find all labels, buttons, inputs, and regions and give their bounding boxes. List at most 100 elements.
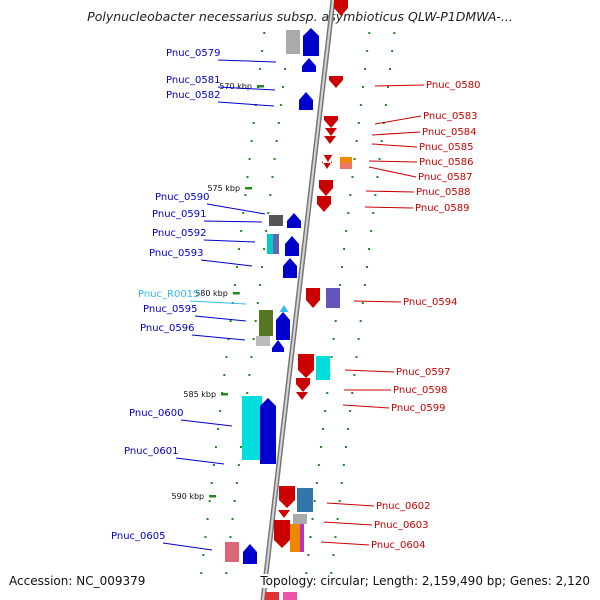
gene-annotation-bar	[265, 592, 279, 600]
guide-dot	[365, 266, 368, 268]
gene-annotation-bar	[293, 514, 307, 524]
leader-line	[364, 206, 414, 209]
gene-label-pnuc_0600: Pnuc_0600	[129, 408, 183, 419]
leader-line	[189, 300, 247, 305]
guide-dot	[233, 500, 236, 502]
guide-dot	[363, 284, 366, 286]
guide-dot	[206, 518, 209, 520]
kbp-tick	[232, 292, 240, 295]
reverse-gene-arrow	[329, 76, 343, 88]
guide-dot	[309, 536, 312, 538]
leader-line	[342, 404, 390, 409]
kbp-tick	[256, 85, 264, 88]
gene-label-pnuc_0586: Pnuc_0586	[419, 157, 473, 168]
reverse-gene-arrow	[334, 0, 348, 16]
gene-features	[225, 0, 352, 600]
leader-line	[368, 160, 418, 163]
guide-dot	[322, 428, 325, 430]
guide-dot	[353, 158, 356, 160]
leader-line	[162, 542, 213, 551]
guide-dot	[391, 50, 394, 52]
reverse-gene-arrow	[274, 520, 290, 548]
gene-label-pnuc_0587: Pnuc_0587	[418, 172, 472, 183]
forward-gene-arrow	[299, 92, 313, 110]
guide-dot	[235, 266, 238, 268]
guide-dot	[351, 176, 354, 178]
leader-line	[371, 143, 418, 148]
guide-dot	[332, 554, 335, 556]
gene-label-pnuc_0601: Pnuc_0601	[124, 446, 178, 457]
guide-dot	[267, 212, 270, 214]
gene-annotation-bar	[326, 288, 340, 308]
leader-line	[194, 315, 247, 322]
guide-dot	[347, 428, 350, 430]
kbp-tick	[209, 495, 217, 498]
gene-label-pnuc_0599: Pnuc_0599	[391, 403, 445, 414]
reverse-gene-arrow	[319, 180, 333, 196]
guide-dot	[386, 86, 389, 88]
guide-dot	[355, 356, 358, 358]
reverse-gene-arrow	[324, 116, 338, 128]
gene-annotation-bar	[242, 396, 262, 460]
gene-label-pnuc_0583: Pnuc_0583	[423, 111, 477, 122]
leader-line	[323, 521, 373, 526]
gene-annotation-bar	[259, 310, 273, 336]
leader-line	[180, 419, 233, 427]
guide-dot	[244, 194, 247, 196]
gene-label-pnuc_0594: Pnuc_0594	[403, 297, 457, 308]
reverse-gene-arrow	[306, 288, 320, 308]
guide-dot	[313, 500, 316, 502]
guide-dot	[242, 212, 245, 214]
leader-line	[191, 334, 246, 341]
kbp-label: 590 kbp	[172, 492, 205, 501]
guide-dot	[380, 140, 383, 142]
guide-dot	[202, 554, 205, 556]
guide-dot	[263, 32, 266, 34]
guide-dot	[374, 194, 377, 196]
guide-dot	[315, 482, 318, 484]
gene-annotation-bar	[340, 157, 352, 163]
reverse-gene-arrow	[296, 378, 310, 392]
gene-label-pnuc_0585: Pnuc_0585	[419, 142, 473, 153]
guide-dot	[265, 230, 268, 232]
leader-line	[217, 86, 276, 91]
gene-label-pnuc_0591: Pnuc_0591	[152, 209, 206, 220]
guide-dot	[319, 446, 322, 448]
guide-dot	[279, 104, 282, 106]
guide-dot	[334, 320, 337, 322]
guide-dot	[364, 68, 367, 70]
guide-dot	[256, 302, 259, 304]
guide-dot	[326, 392, 329, 394]
guide-dot	[227, 338, 230, 340]
leader-line	[175, 457, 225, 465]
forward-gene-arrow	[287, 213, 301, 228]
leader-line	[203, 220, 263, 223]
guide-dot	[366, 50, 369, 52]
guide-dot	[305, 572, 308, 574]
reverse-gene-arrow	[323, 154, 333, 162]
forward-gene-arrow	[243, 544, 257, 564]
guide-dot	[225, 356, 228, 358]
guide-dot	[254, 320, 257, 322]
kbp-label: 570 kbp	[219, 82, 252, 91]
guide-dot	[349, 410, 352, 412]
guide-dot	[217, 428, 220, 430]
gene-label-pnuc_0580: Pnuc_0580	[426, 80, 480, 91]
guide-dot	[212, 464, 215, 466]
forward-gene-arrow	[285, 236, 299, 256]
guide-dot	[235, 482, 238, 484]
guide-dot	[311, 518, 314, 520]
gene-label-pnuc_0602: Pnuc_0602	[376, 501, 430, 512]
guide-dot	[345, 230, 348, 232]
guide-dot	[384, 104, 387, 106]
leader-line	[206, 203, 266, 215]
gene-annotation-bar	[340, 163, 352, 169]
guide-dot	[246, 392, 249, 394]
forward-gene-arrow	[260, 398, 276, 464]
guide-dot	[344, 446, 347, 448]
reverse-gene-arrow	[324, 136, 336, 144]
gene-label-pnuc_0592: Pnuc_0592	[152, 228, 206, 239]
gene-label-pnuc_0593: Pnuc_0593	[149, 248, 203, 259]
guide-dot	[393, 32, 396, 34]
